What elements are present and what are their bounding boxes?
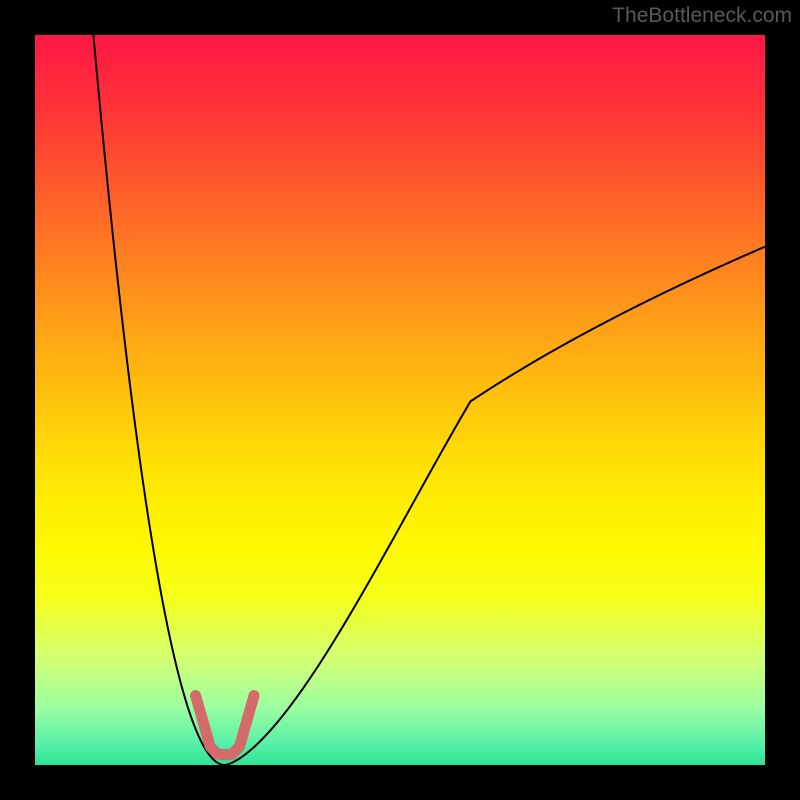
highlight-marker — [190, 690, 201, 701]
highlight-marker — [241, 716, 252, 727]
watermark-text: TheBottleneck.com — [612, 4, 792, 28]
chart-container: TheBottleneck.com — [0, 0, 800, 800]
highlight-marker — [197, 716, 208, 727]
highlight-marker — [234, 741, 245, 752]
highlight-marker — [249, 690, 260, 701]
gradient-background — [35, 35, 765, 765]
bottleneck-curve-chart — [0, 0, 800, 800]
